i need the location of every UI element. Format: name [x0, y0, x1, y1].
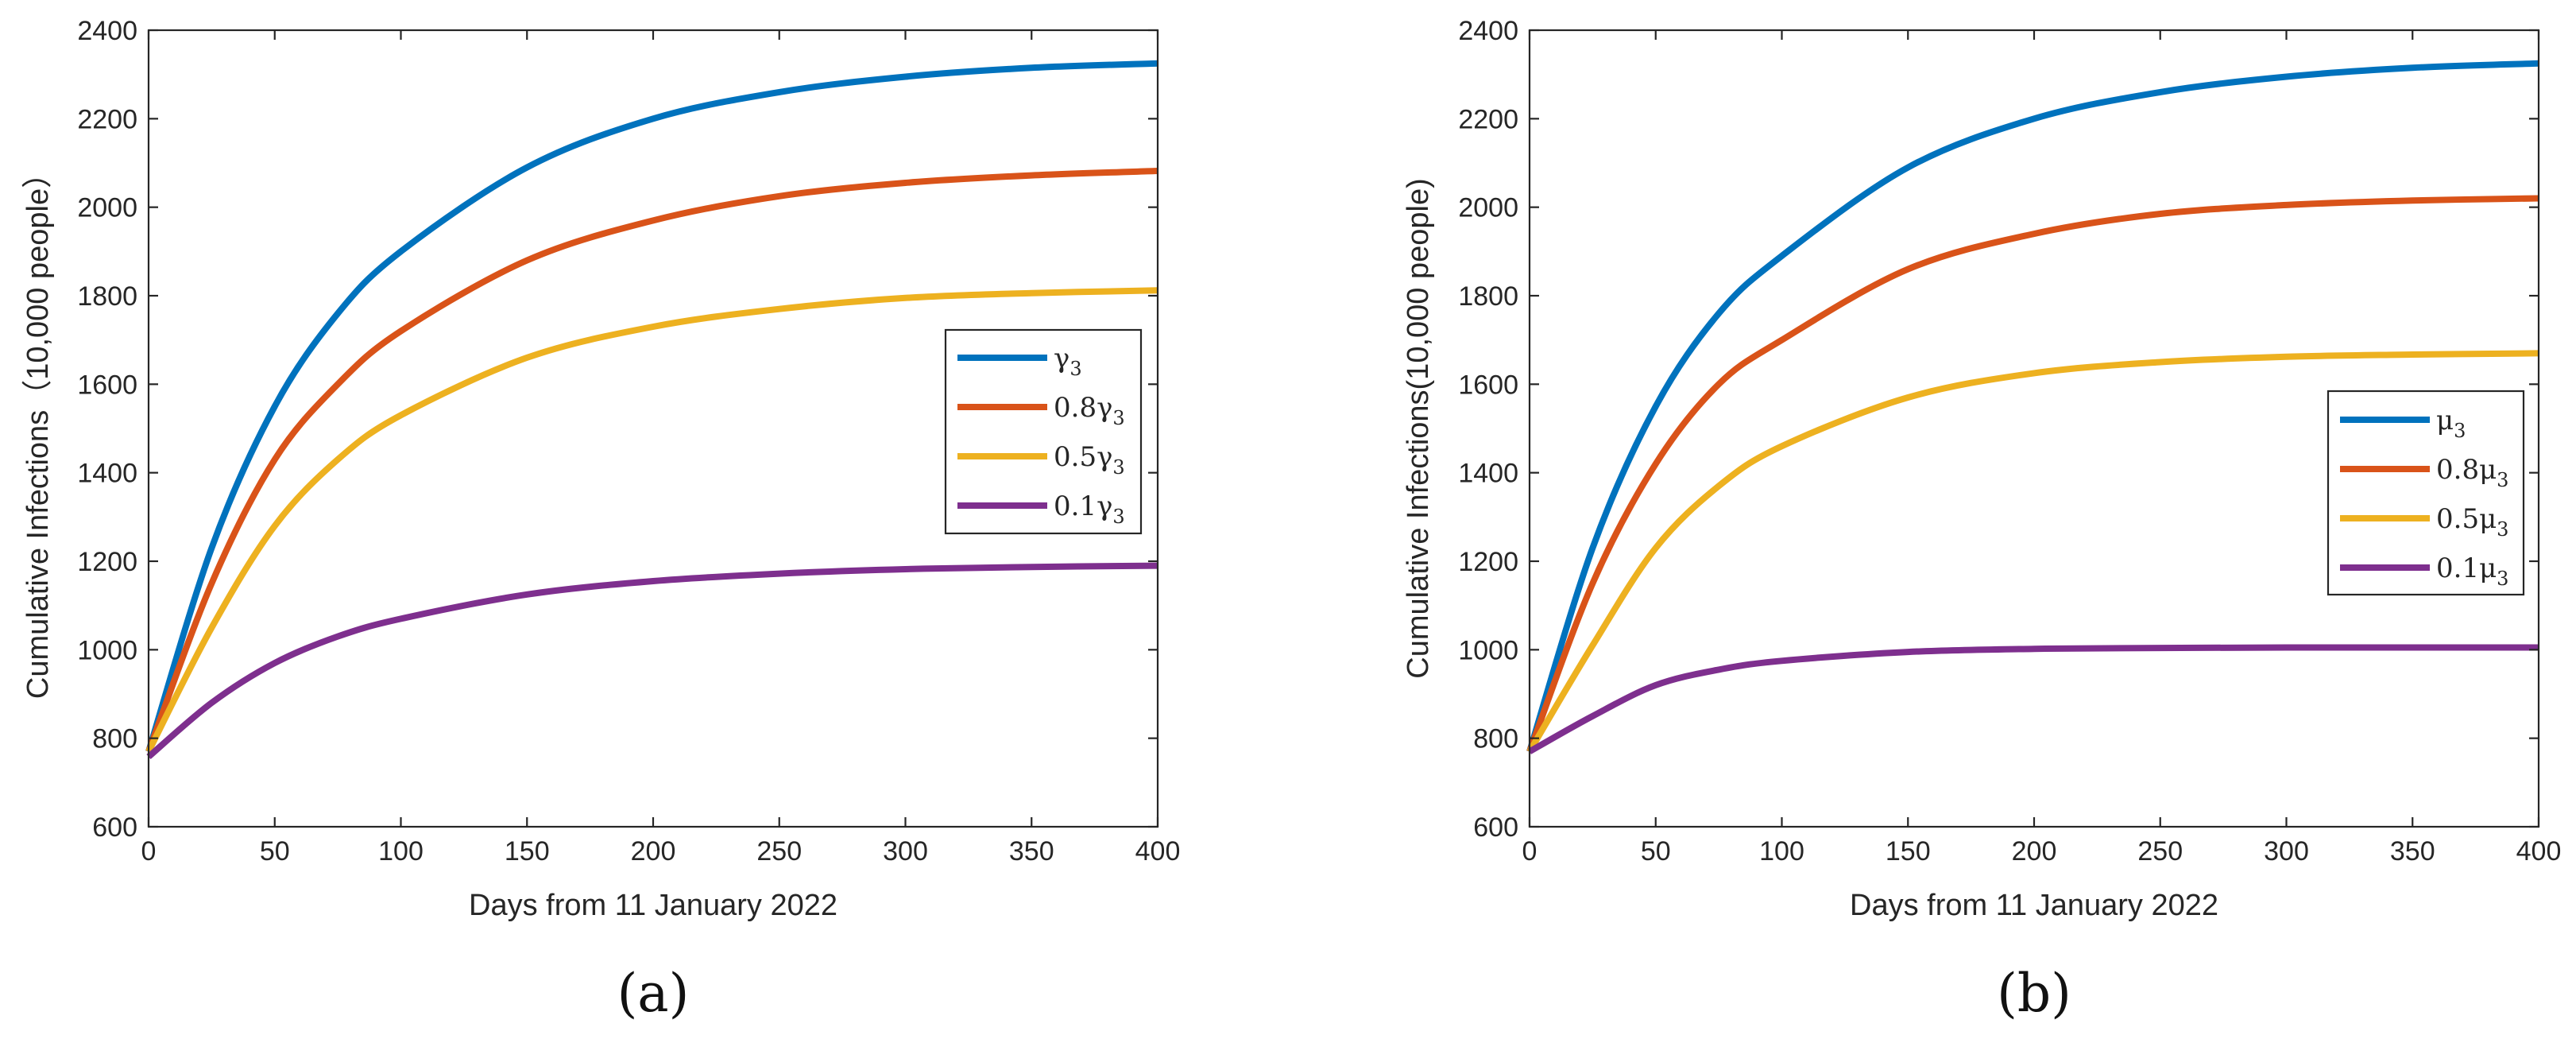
x-tick-label-b-6: 300: [2264, 836, 2309, 866]
legend-box-b: [2327, 390, 2525, 596]
y-tick-label-a-3: 1200: [77, 547, 137, 577]
y-tick-label-a-2: 1000: [77, 635, 137, 665]
series-line-a-2: [145, 287, 1158, 754]
legend-label-a-0: γ3: [1054, 343, 1082, 380]
series-group-a: [145, 60, 1158, 760]
x-tick-label-a-4: 200: [631, 836, 676, 866]
y-tick-label-b-4: 1400: [1458, 459, 1518, 489]
series-line-b-2: [1526, 350, 2539, 754]
series-line-a-1: [145, 168, 1158, 753]
x-tick-label-a-1: 50: [260, 836, 290, 866]
legend-box-a: [944, 328, 1143, 535]
y-tick-label-a-8: 2200: [77, 104, 137, 134]
legend-label-a-3: 0.1γ3: [1054, 490, 1125, 528]
legend-label-a-2: 0.5γ3: [1054, 441, 1125, 479]
y-axis-label-a: Cumulative Infections（10,000 people）: [21, 158, 55, 699]
x-tick-label-a-5: 250: [756, 836, 802, 866]
y-tick-label-a-7: 2000: [77, 193, 137, 223]
series-line-b-1: [1526, 195, 2539, 753]
legend-label-b-0: μ3: [2436, 405, 2466, 442]
legend-b: μ3 0.8μ3 0.5μ3 0.1μ3: [2327, 390, 2525, 596]
x-tick-label-a-2: 100: [378, 836, 424, 866]
y-tick-label-b-1: 800: [1473, 724, 1518, 754]
series-line-a-0: [145, 60, 1158, 753]
x-axis-label-a: Days from 11 January 2022: [469, 889, 837, 922]
series-group-b: [1526, 60, 2539, 754]
y-tick-label-b-8: 2200: [1458, 104, 1518, 134]
y-tick-label-a-6: 1800: [77, 281, 137, 312]
series-line-b-0: [1526, 60, 2539, 753]
x-tick-label-a-3: 150: [505, 836, 550, 866]
y-tick-label-a-1: 800: [92, 724, 137, 754]
ticks-a: 0 50 100 150 200 250 300 350 400 600 800 1000 1200 14…: [77, 16, 1180, 866]
y-tick-label-a-4: 1400: [77, 459, 137, 489]
x-tick-label-b-0: 0: [1522, 836, 1537, 866]
panel-a: 0 50 100 150 200 250 300 350 400 600 800 1000 1200 14…: [21, 16, 1180, 1024]
legend-a: γ3 0.8γ3 0.5γ3 0.1γ3: [944, 328, 1143, 535]
y-tick-label-a-0: 600: [92, 812, 137, 843]
y-tick-label-b-0: 600: [1473, 812, 1518, 843]
panel-label-b: (b): [1997, 963, 2071, 1024]
panel-label-a: (a): [617, 963, 690, 1024]
x-tick-label-b-7: 350: [2390, 836, 2435, 866]
x-axis-label-b: Days from 11 January 2022: [1850, 889, 2218, 922]
y-tick-label-b-5: 1600: [1458, 370, 1518, 400]
x-tick-label-a-6: 300: [883, 836, 928, 866]
x-tick-label-b-3: 150: [1886, 836, 1931, 866]
x-tick-label-a-7: 350: [1009, 836, 1054, 866]
legend-label-a-1: 0.8γ3: [1054, 392, 1125, 429]
x-tick-label-b-8: 400: [2516, 836, 2562, 866]
legend-label-b-2: 0.5μ3: [2436, 503, 2508, 541]
series-line-a-3: [146, 562, 1158, 760]
series-line-b-3: [1528, 644, 2539, 754]
x-tick-label-b-5: 250: [2137, 836, 2183, 866]
x-tick-label-b-4: 200: [2012, 836, 2057, 866]
x-tick-label-b-2: 100: [1759, 836, 1804, 866]
x-tick-label-a-8: 400: [1135, 836, 1181, 866]
ticks-b: 0 50 100 150 200 250 300 350 400 600 800 1000 1200 14…: [1458, 16, 2561, 866]
y-axis-label-b: Cumulative Infections(10,000 people): [1402, 178, 1435, 679]
y-tick-label-b-9: 2400: [1458, 16, 1518, 46]
y-tick-label-b-7: 2000: [1458, 193, 1518, 223]
y-tick-label-b-2: 1000: [1458, 635, 1518, 665]
x-tick-label-b-1: 50: [1641, 836, 1671, 866]
legend-label-b-3: 0.1μ3: [2436, 552, 2508, 590]
panel-b: 0 50 100 150 200 250 300 350 400 600 800 1000 1200 14…: [1402, 16, 2561, 1024]
y-tick-label-b-6: 1800: [1458, 281, 1518, 312]
y-tick-label-b-3: 1200: [1458, 547, 1518, 577]
legend-label-b-1: 0.8μ3: [2436, 454, 2508, 491]
x-tick-label-a-0: 0: [141, 836, 157, 866]
y-tick-label-a-5: 1600: [77, 370, 137, 400]
y-tick-label-a-9: 2400: [77, 16, 137, 46]
